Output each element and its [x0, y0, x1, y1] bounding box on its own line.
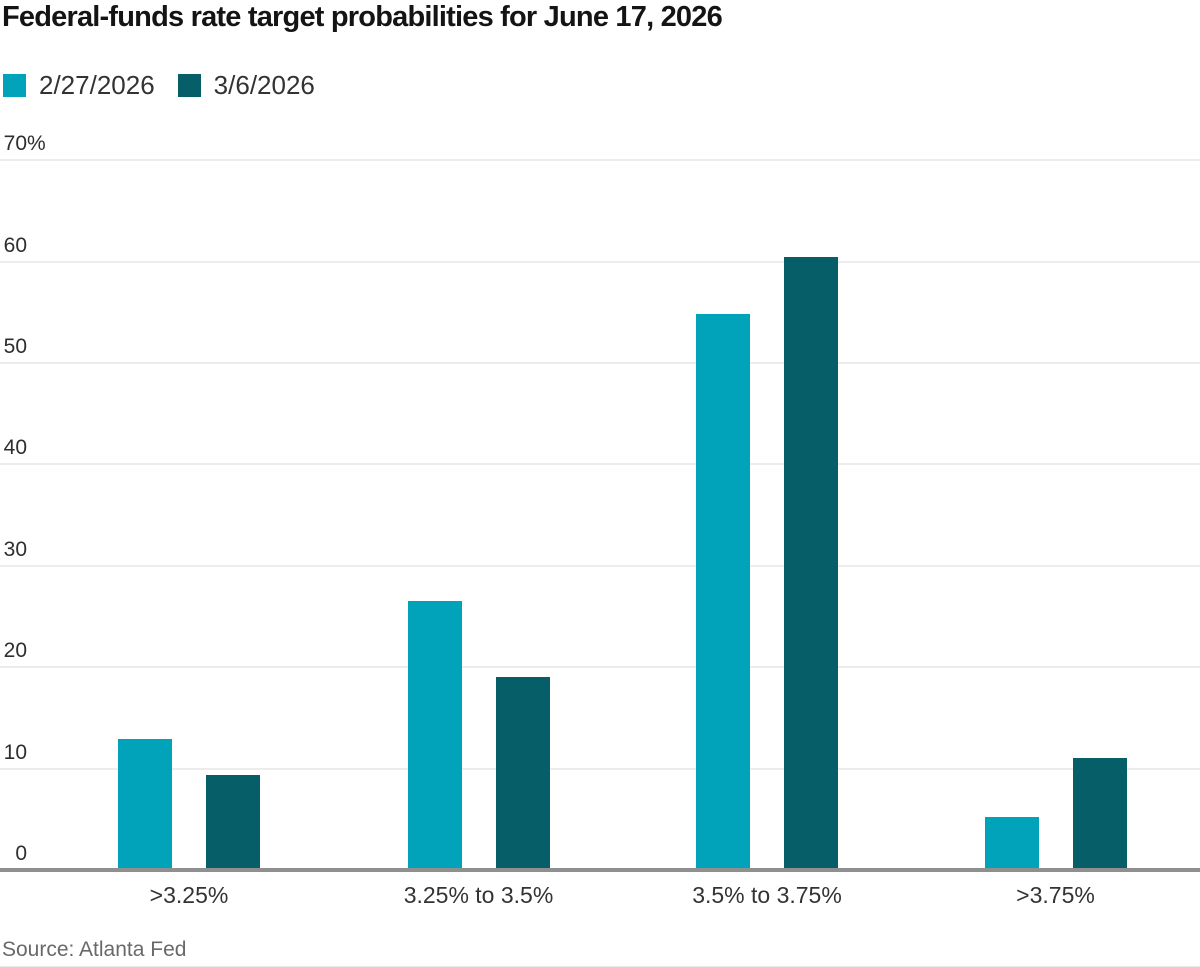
- y-axis-tick-30: 30: [3, 537, 27, 561]
- legend-label: 3/6/2026: [213, 70, 315, 100]
- x-axis-category-3: >3.75%: [1016, 882, 1095, 908]
- bar-series1-group2: [696, 314, 750, 870]
- bar-series2-group0: [206, 774, 260, 870]
- gridline-20: [0, 666, 1200, 669]
- legend-item-0: 2/27/2026: [3, 70, 155, 101]
- x-axis-line: [0, 868, 1200, 872]
- y-axis-tick-0: 0: [15, 842, 27, 865]
- y-axis-tick-40: 40: [3, 436, 27, 460]
- gridline-10: [0, 767, 1200, 770]
- chart-legend: 2/27/2026 3/6/2026: [3, 70, 315, 101]
- bar-series2-group2: [784, 256, 838, 870]
- legend-label: 2/27/2026: [39, 70, 155, 100]
- source-attribution: Source: Atlanta Fed: [2, 938, 187, 961]
- y-axis-tick-70: 70%: [3, 132, 46, 156]
- bar-series1-group1: [407, 601, 462, 870]
- bar-series2-group3: [1072, 758, 1127, 870]
- y-axis-tick-20: 20: [3, 639, 27, 663]
- legend-item-1: 3/6/2026: [177, 70, 315, 101]
- gridline-70: [0, 159, 1200, 162]
- gridline-40: [0, 463, 1200, 466]
- x-axis-category-2: 3.5% to 3.75%: [692, 882, 842, 908]
- bar-series1-group3: [984, 817, 1039, 870]
- gridline-50: [0, 362, 1200, 364]
- y-axis-tick-10: 10: [3, 740, 27, 764]
- bar-series1-group0: [118, 739, 172, 870]
- gridline-30: [0, 564, 1200, 567]
- gridline-60: [0, 260, 1200, 263]
- legend-swatch-icon: [3, 74, 26, 97]
- chart-title: Federal-funds rate target probabilities …: [2, 1, 723, 33]
- x-axis-category-1: 3.25% to 3.5%: [403, 882, 554, 908]
- legend-swatch-icon: [177, 74, 201, 97]
- x-axis-category-0: >3.25%: [149, 882, 229, 908]
- y-axis-tick-50: 50: [3, 335, 27, 358]
- bar-series2-group1: [495, 677, 550, 870]
- y-axis-tick-60: 60: [3, 233, 27, 257]
